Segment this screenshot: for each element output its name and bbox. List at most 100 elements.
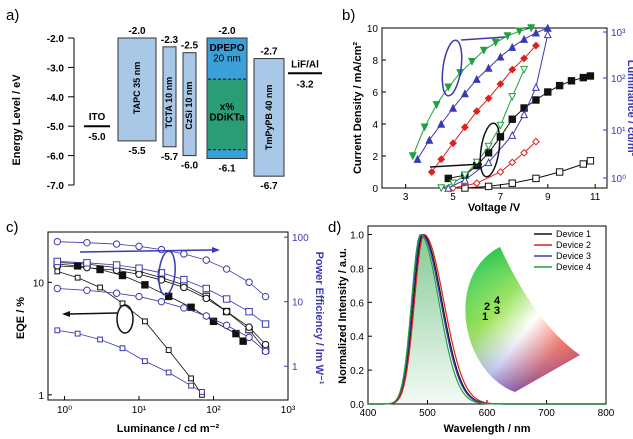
- b-point: [520, 65, 529, 74]
- layer-homo: -5.7: [161, 152, 179, 163]
- c-point: [83, 238, 91, 247]
- layer-homo: -5.5: [128, 146, 146, 157]
- c-point: [74, 330, 81, 337]
- b-point: [449, 139, 457, 148]
- b-point: [427, 168, 436, 176]
- b-point: [449, 103, 458, 112]
- panel-c-series: [53, 237, 270, 398]
- c-point: [96, 265, 104, 274]
- c-point: [112, 240, 121, 248]
- ito-value: -5.0: [88, 132, 106, 143]
- layer-box: [117, 37, 157, 142]
- b-point: [496, 52, 505, 61]
- b-xtick-label: 3: [403, 192, 409, 203]
- c-point: [83, 259, 91, 267]
- c-ytick-label: 10: [33, 278, 45, 289]
- panel-a-layers: ITO -5.0 -2.0 -5.5 -2.3 -5.7 -2.5 -6.0 -2.0 -6.1 -…: [84, 26, 322, 192]
- b-point: [520, 148, 529, 157]
- b-xtick-label: 11: [590, 192, 601, 203]
- layer-lumo: -2.7: [260, 47, 278, 58]
- b-point: [472, 107, 481, 116]
- dopant-percent: x%: [220, 102, 235, 113]
- cie-points: 12 34: [482, 295, 501, 323]
- b-point: [432, 101, 441, 110]
- legend-label: Device 4: [556, 262, 591, 272]
- layer-homo: -6.1: [218, 164, 236, 175]
- b-y2tick-label: 10¹: [611, 126, 626, 137]
- c-point: [157, 245, 166, 254]
- layer-box: [162, 46, 177, 148]
- c-point: [245, 278, 253, 286]
- dpepo-thickness: 20 nm: [213, 54, 241, 65]
- c-series-line: [57, 288, 266, 352]
- b-point: [508, 130, 517, 139]
- layer-lumo: -2.5: [181, 41, 199, 52]
- panel-c-axes: 10⁰ 10¹ 10² 10³ 1 10 1 10 100: [33, 233, 309, 416]
- d-ytick-label: 0.2: [350, 366, 364, 377]
- b-point: [496, 121, 505, 130]
- c-point: [74, 274, 81, 281]
- b-point: [508, 93, 517, 102]
- c-point: [180, 283, 188, 292]
- b-point: [555, 168, 564, 176]
- dopant-name: DDiKTa: [209, 112, 245, 123]
- panel-c-xlabel: Luminance / cd m⁻²: [117, 423, 220, 435]
- b-point: [527, 24, 536, 33]
- panel-b-ylabel: Current Density / mA/cm²: [352, 42, 364, 174]
- panel-a-ylabel: Energy Level / eV: [11, 74, 23, 166]
- c-point: [54, 327, 61, 334]
- c-point: [209, 317, 218, 326]
- b-xtick-label: 5: [450, 192, 456, 203]
- d-ytick-label: 0.4: [350, 332, 364, 343]
- panel-d-series: [367, 233, 606, 405]
- b-point: [484, 63, 493, 72]
- panel-d-label: d): [328, 219, 341, 236]
- c-point: [202, 256, 210, 264]
- b-point: [579, 160, 588, 168]
- b-point: [460, 175, 469, 184]
- c-point: [83, 286, 91, 295]
- d-ytick-label: 0.0: [350, 400, 364, 411]
- a-tick-label: -2.0: [47, 34, 65, 45]
- panel-b-series: [408, 23, 595, 193]
- b-ytick-label: 8: [372, 56, 378, 67]
- b-point: [472, 179, 481, 188]
- c-point: [97, 284, 103, 291]
- layer-lumo: -2.3: [161, 35, 179, 46]
- c-series-line: [57, 262, 266, 351]
- c-point: [141, 281, 149, 289]
- c-series-line: [57, 261, 266, 325]
- c-point: [135, 264, 143, 272]
- b-point: [508, 42, 517, 51]
- lif-value: -3.2: [296, 79, 314, 90]
- c-point: [199, 389, 205, 395]
- c-y2tick-label: 100: [292, 233, 309, 244]
- c-point: [188, 382, 194, 389]
- c-point: [239, 337, 247, 345]
- b-point: [425, 135, 434, 144]
- panel-a-label: a): [6, 7, 19, 24]
- c-point: [245, 323, 253, 331]
- b-point: [444, 183, 453, 192]
- b-point: [437, 155, 446, 164]
- b-point: [484, 182, 493, 191]
- a-tick-label: -3.0: [47, 63, 65, 74]
- a-tick-label: -5.0: [47, 122, 65, 133]
- b-series-line: [431, 45, 537, 173]
- b-point: [543, 30, 552, 39]
- c-point: [222, 307, 231, 316]
- d-xtick-label: 600: [479, 408, 496, 419]
- c-point: [245, 307, 253, 316]
- b-point: [496, 168, 505, 176]
- b-point: [467, 57, 477, 66]
- b-point: [531, 28, 540, 37]
- cie-point-label: 4: [494, 295, 501, 307]
- tcta-label: TCTA 10 nm: [164, 77, 174, 129]
- b-point: [579, 73, 588, 82]
- c-y2tick-label: 1: [292, 362, 298, 373]
- b-xtick-label: 9: [545, 192, 551, 203]
- b-point: [479, 46, 488, 55]
- d-ytick-label: 0.6: [350, 298, 364, 309]
- lif-label: LiF/Al: [291, 59, 319, 70]
